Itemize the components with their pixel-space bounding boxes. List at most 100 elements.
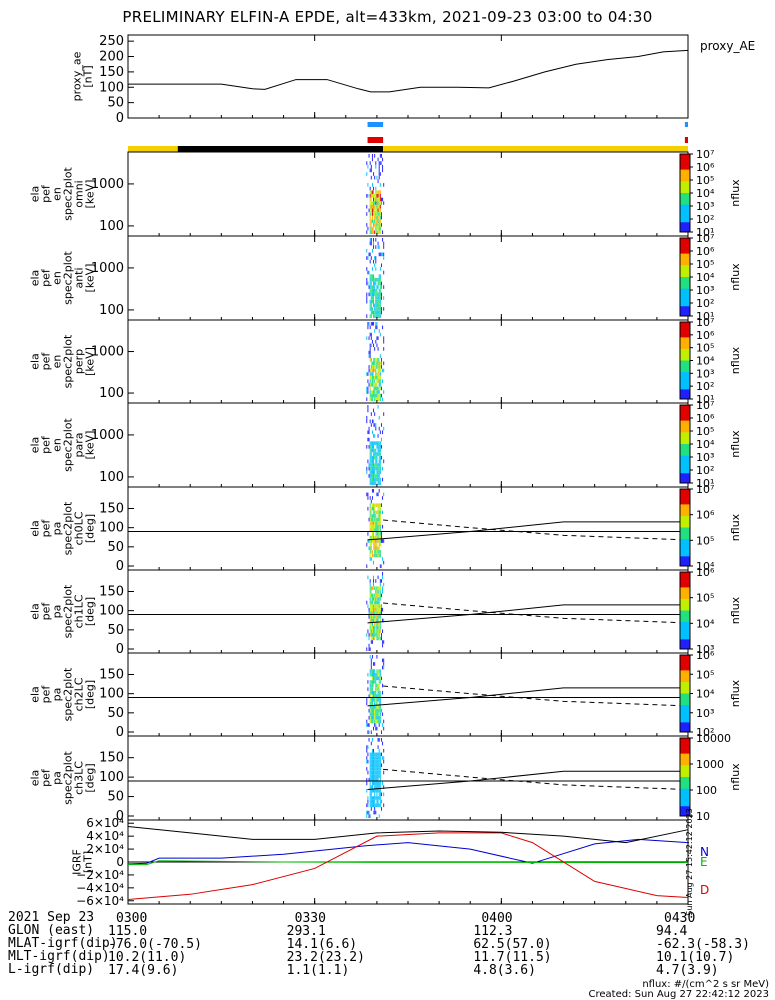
spec-cell-omni — [366, 161, 368, 165]
spec-cell-ch0LC — [379, 535, 381, 540]
spec-cell-ch0LC — [376, 542, 378, 547]
spec-cell-anti — [370, 292, 372, 297]
spec-cell-ch0LC — [377, 524, 379, 529]
spec-cell-ch3LC — [373, 770, 375, 775]
spec-cell-ch1LC — [378, 600, 380, 605]
spec-cell-omni — [370, 204, 372, 209]
spec-cell-omni — [366, 223, 368, 227]
spec-cell-ch0LC — [375, 539, 377, 543]
spec-cell-perp — [368, 368, 370, 373]
axis-label: ela — [29, 270, 42, 287]
colorbar-segment — [680, 167, 690, 171]
colorbar-segment — [680, 498, 690, 502]
spec-cell-ch3LC — [376, 763, 378, 768]
colorbar-tick-label: 10⁴ — [696, 187, 715, 200]
spec-cell-ch0LC — [370, 535, 372, 540]
spec-cell-ch3LC — [370, 741, 372, 746]
colorbar-segment — [680, 777, 690, 780]
spec-cell-anti — [369, 274, 371, 278]
colorbar-segment — [680, 695, 690, 698]
spec-cell-ch0LC — [380, 503, 382, 507]
spec-cell-para — [366, 466, 368, 471]
spec-cell-ch2LC — [380, 708, 382, 713]
spec-cell-anti — [379, 314, 381, 318]
spec-cell-ch2LC — [371, 705, 373, 709]
spec-cell-ch2LC — [369, 705, 371, 709]
spec-cell-para — [373, 441, 375, 445]
spec-cell-omni — [380, 154, 382, 158]
spec-cell-omni — [374, 201, 376, 205]
colorbar-segment — [680, 298, 690, 301]
spec-cell-para — [379, 470, 381, 475]
colorbar-segment — [680, 685, 690, 689]
spec-cell-anti — [377, 303, 379, 308]
colorbar-segment — [680, 405, 690, 408]
spec-cell-perp — [377, 361, 379, 366]
spec-cell-para — [373, 419, 375, 424]
spec-cell-ch3LC — [374, 803, 376, 808]
axis-label: [deg] — [84, 680, 97, 709]
colorbar-tick-label: 10⁴ — [696, 617, 715, 630]
spec-cell-para — [377, 434, 379, 438]
spec-cell-ch1LC — [370, 636, 372, 641]
spec-cell-ch0LC — [378, 539, 380, 543]
spec-cell-ch0LC — [373, 521, 375, 525]
spec-cell-ch1LC — [374, 629, 376, 634]
spec-cell-ch1LC — [369, 629, 371, 634]
spec-cell-ch0LC — [374, 550, 376, 554]
spec-cell-para — [370, 445, 372, 449]
spec-cell-anti — [369, 314, 371, 318]
spec-cell-anti — [366, 299, 368, 304]
colorbar-segment — [680, 414, 690, 418]
xaxis-row-time: 2021 Sep 23 — [8, 911, 94, 924]
spec-cell-ch1LC — [379, 636, 381, 641]
spec-cell-ch2LC — [378, 672, 380, 677]
spec-cell-ch1LC — [373, 615, 375, 619]
spec-cell-para — [376, 477, 378, 482]
spec-cell-omni — [370, 201, 372, 205]
spec-cell-para — [373, 477, 375, 482]
spec-cell-anti — [379, 278, 381, 282]
spec-cell-omni — [378, 208, 380, 213]
spec-cell-ch3LC — [369, 803, 371, 808]
spec-cell-para — [374, 448, 376, 453]
spec-cell-ch1LC — [377, 575, 379, 580]
xaxis-value: 23.2(23.2) — [287, 950, 365, 965]
spec-cell-para — [371, 481, 373, 485]
spec-cell-omni — [379, 208, 381, 213]
spec-cell-ch0LC — [371, 496, 373, 500]
spec-cell-ch2LC — [379, 676, 381, 681]
colorbar-segment — [680, 269, 690, 272]
spec-cell-para — [370, 441, 372, 445]
colorbar-segment — [680, 292, 690, 296]
spec-cell-ch0LC — [371, 550, 373, 554]
spec-cell-ch3LC — [369, 759, 371, 764]
spec-cell-anti — [380, 252, 382, 257]
spec-cell-ch0LC — [371, 535, 373, 540]
spec-cell-ch1LC — [382, 607, 384, 612]
colorbar-segment — [680, 339, 690, 342]
spec-cell-anti — [379, 307, 381, 311]
colorbar-segment — [680, 257, 690, 260]
spec-cell-perp — [376, 325, 378, 330]
spec-cell-para — [378, 426, 380, 431]
spec-cell-ch1LC — [379, 629, 381, 634]
colorbar-tick-label: 10⁴ — [696, 271, 715, 284]
spec-cell-para — [373, 474, 375, 478]
y-tick-label: 50 — [107, 623, 124, 638]
spec-cell-para — [366, 445, 368, 449]
spec-cell-ch1LC — [370, 640, 372, 644]
spec-cell-anti — [370, 296, 372, 300]
spec-cell-omni — [369, 161, 371, 165]
colorbar-segment — [680, 314, 690, 317]
colorbar-segment — [680, 708, 690, 712]
spec-cell-ch2LC — [375, 687, 377, 691]
spec-cell-para — [382, 430, 384, 435]
spec-cell-ch3LC — [379, 778, 381, 782]
xaxis-value: -62.3(-58.3) — [656, 937, 750, 952]
y-tick-label: 50 — [107, 540, 124, 555]
colorbar-segment — [680, 463, 690, 466]
spec-cell-ch1LC — [379, 582, 381, 587]
spec-cell-anti — [371, 267, 373, 271]
spec-cell-perp — [370, 383, 372, 387]
